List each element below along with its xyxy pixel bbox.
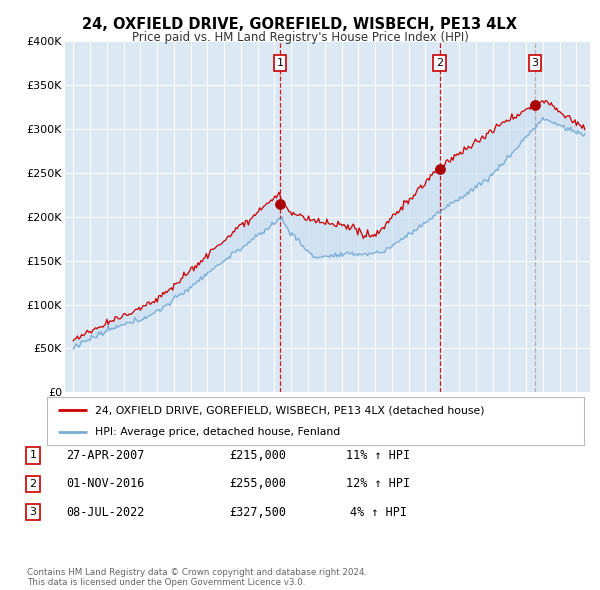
Text: 1: 1 <box>277 58 283 68</box>
Text: 11% ↑ HPI: 11% ↑ HPI <box>346 449 410 462</box>
Text: 2: 2 <box>29 479 37 489</box>
Text: 3: 3 <box>531 58 538 68</box>
Text: Price paid vs. HM Land Registry's House Price Index (HPI): Price paid vs. HM Land Registry's House … <box>131 31 469 44</box>
Text: £255,000: £255,000 <box>229 477 287 490</box>
Text: HPI: Average price, detached house, Fenland: HPI: Average price, detached house, Fenl… <box>95 427 340 437</box>
Text: 1: 1 <box>29 451 37 460</box>
Text: 2: 2 <box>436 58 443 68</box>
Point <box>435 164 445 173</box>
Text: 08-JUL-2022: 08-JUL-2022 <box>66 506 144 519</box>
Text: 24, OXFIELD DRIVE, GOREFIELD, WISBECH, PE13 4LX (detached house): 24, OXFIELD DRIVE, GOREFIELD, WISBECH, P… <box>95 405 485 415</box>
Text: 24, OXFIELD DRIVE, GOREFIELD, WISBECH, PE13 4LX: 24, OXFIELD DRIVE, GOREFIELD, WISBECH, P… <box>83 17 517 31</box>
Point <box>275 199 284 208</box>
Text: £215,000: £215,000 <box>229 449 287 462</box>
Text: 3: 3 <box>29 507 37 517</box>
Text: 01-NOV-2016: 01-NOV-2016 <box>66 477 144 490</box>
Text: 27-APR-2007: 27-APR-2007 <box>66 449 144 462</box>
Text: £327,500: £327,500 <box>229 506 287 519</box>
Point <box>530 100 539 110</box>
Text: 4% ↑ HPI: 4% ↑ HPI <box>349 506 407 519</box>
Text: Contains HM Land Registry data © Crown copyright and database right 2024.
This d: Contains HM Land Registry data © Crown c… <box>27 568 367 587</box>
Text: 12% ↑ HPI: 12% ↑ HPI <box>346 477 410 490</box>
